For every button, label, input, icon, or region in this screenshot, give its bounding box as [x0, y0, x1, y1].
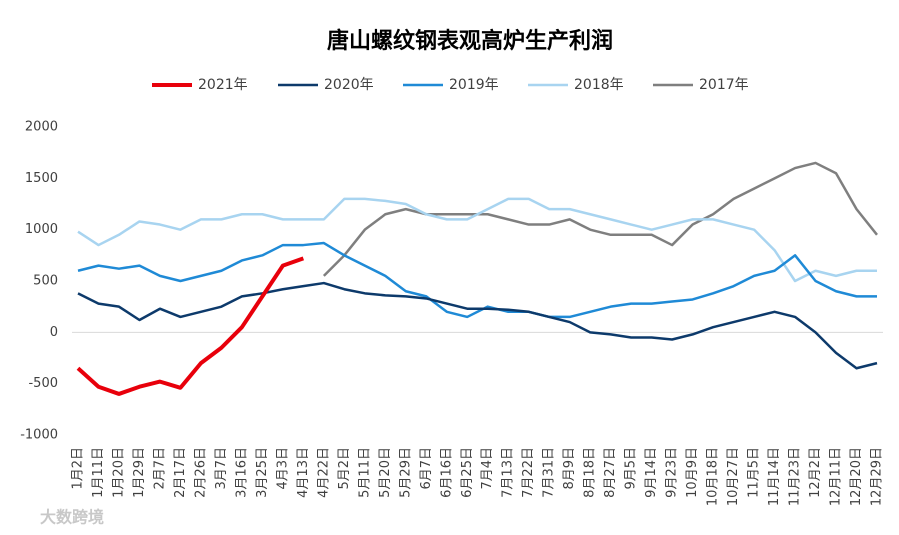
x-tick-label: 5月11日 — [357, 447, 372, 498]
x-tick-label: 4月13日 — [296, 447, 311, 498]
series-line — [77, 281, 878, 370]
x-tick-label: 4月22日 — [316, 447, 331, 498]
legend-label: 2020年 — [324, 77, 374, 93]
y-tick-label: 0 — [50, 325, 58, 340]
x-tick-label: 12月29日 — [870, 447, 885, 506]
x-tick-label: 7月22日 — [521, 447, 536, 498]
x-tick-label: 12月20日 — [849, 447, 864, 506]
legend-label: 2018年 — [574, 77, 624, 93]
x-tick-label: 9月14日 — [644, 447, 659, 498]
x-tick-label: 3月7日 — [214, 447, 229, 490]
x-tick-label: 1月29日 — [132, 447, 147, 498]
x-tick-label: 2月17日 — [173, 447, 188, 498]
x-tick-label: 8月9日 — [562, 447, 577, 490]
series-line — [76, 256, 305, 396]
x-tick-label: 7月13日 — [501, 447, 516, 498]
x-tick-label: 2月7日 — [152, 447, 167, 490]
x-tick-label: 2月26日 — [193, 447, 208, 498]
x-tick-label: 10月18日 — [706, 447, 721, 506]
x-tick-label: 4月3日 — [275, 447, 290, 490]
chart-title: 唐山螺纹钢表观高炉生产利润 — [327, 28, 613, 54]
x-tick-label: 12月2日 — [808, 447, 823, 498]
x-tick-label: 12月11日 — [829, 447, 844, 506]
x-tick-label: 7月31日 — [542, 447, 557, 498]
x-tick-label: 3月16日 — [234, 447, 249, 498]
x-tick-label: 9月23日 — [665, 447, 680, 498]
series-line — [77, 241, 877, 319]
x-tick-label: 6月25日 — [460, 447, 475, 498]
legend-label: 2019年 — [449, 77, 499, 93]
x-tick-label: 6月16日 — [439, 447, 454, 498]
y-tick-label: 1000 — [25, 222, 58, 237]
x-tick-label: 8月18日 — [583, 447, 598, 498]
y-tick-label: 2000 — [25, 120, 58, 135]
y-tick-label: 1500 — [25, 171, 58, 186]
y-tick-label: -1000 — [20, 428, 58, 443]
x-tick-label: 11月23日 — [788, 447, 803, 506]
watermark: 大数跨境 — [40, 508, 104, 527]
x-tick-label: 11月5日 — [747, 447, 762, 498]
x-tick-label: 11月14日 — [767, 447, 782, 506]
x-tick-label: 5月2日 — [337, 447, 352, 490]
x-tick-label: 10月9日 — [685, 447, 700, 498]
x-tick-label: 1月20日 — [111, 447, 126, 498]
x-tick-label: 6月7日 — [419, 447, 434, 490]
x-tick-label: 1月2日 — [71, 447, 86, 490]
legend-label: 2021年 — [198, 77, 248, 93]
x-tick-label: 5月29日 — [398, 447, 413, 498]
x-tick-label: 7月4日 — [480, 447, 495, 490]
x-tick-label: 1月11日 — [91, 447, 106, 498]
x-tick-label: 8月27日 — [603, 447, 618, 498]
legend-label: 2017年 — [699, 77, 749, 93]
x-tick-label: 3月25日 — [255, 447, 270, 498]
series-line — [77, 197, 877, 283]
x-tick-label: 5月20日 — [378, 447, 393, 498]
x-tick-label: 10月27日 — [726, 447, 741, 506]
x-tick-label: 9月5日 — [624, 447, 639, 490]
y-tick-label: 500 — [33, 274, 58, 289]
y-tick-label: -500 — [28, 376, 58, 391]
series-line — [322, 161, 878, 277]
